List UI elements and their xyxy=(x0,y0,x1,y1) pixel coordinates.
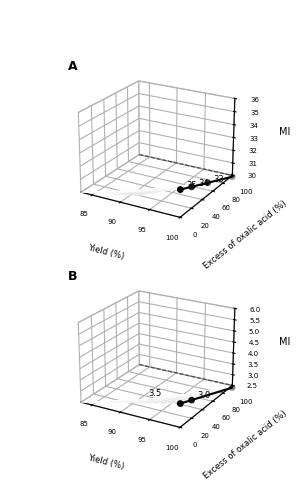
Text: B: B xyxy=(68,270,78,283)
X-axis label: Yield (%): Yield (%) xyxy=(87,243,125,261)
Y-axis label: Excess of oxalic acid (%): Excess of oxalic acid (%) xyxy=(202,408,289,480)
X-axis label: Yield (%): Yield (%) xyxy=(87,453,125,471)
Text: A: A xyxy=(68,60,78,73)
Y-axis label: Excess of oxalic acid (%): Excess of oxalic acid (%) xyxy=(202,198,289,270)
